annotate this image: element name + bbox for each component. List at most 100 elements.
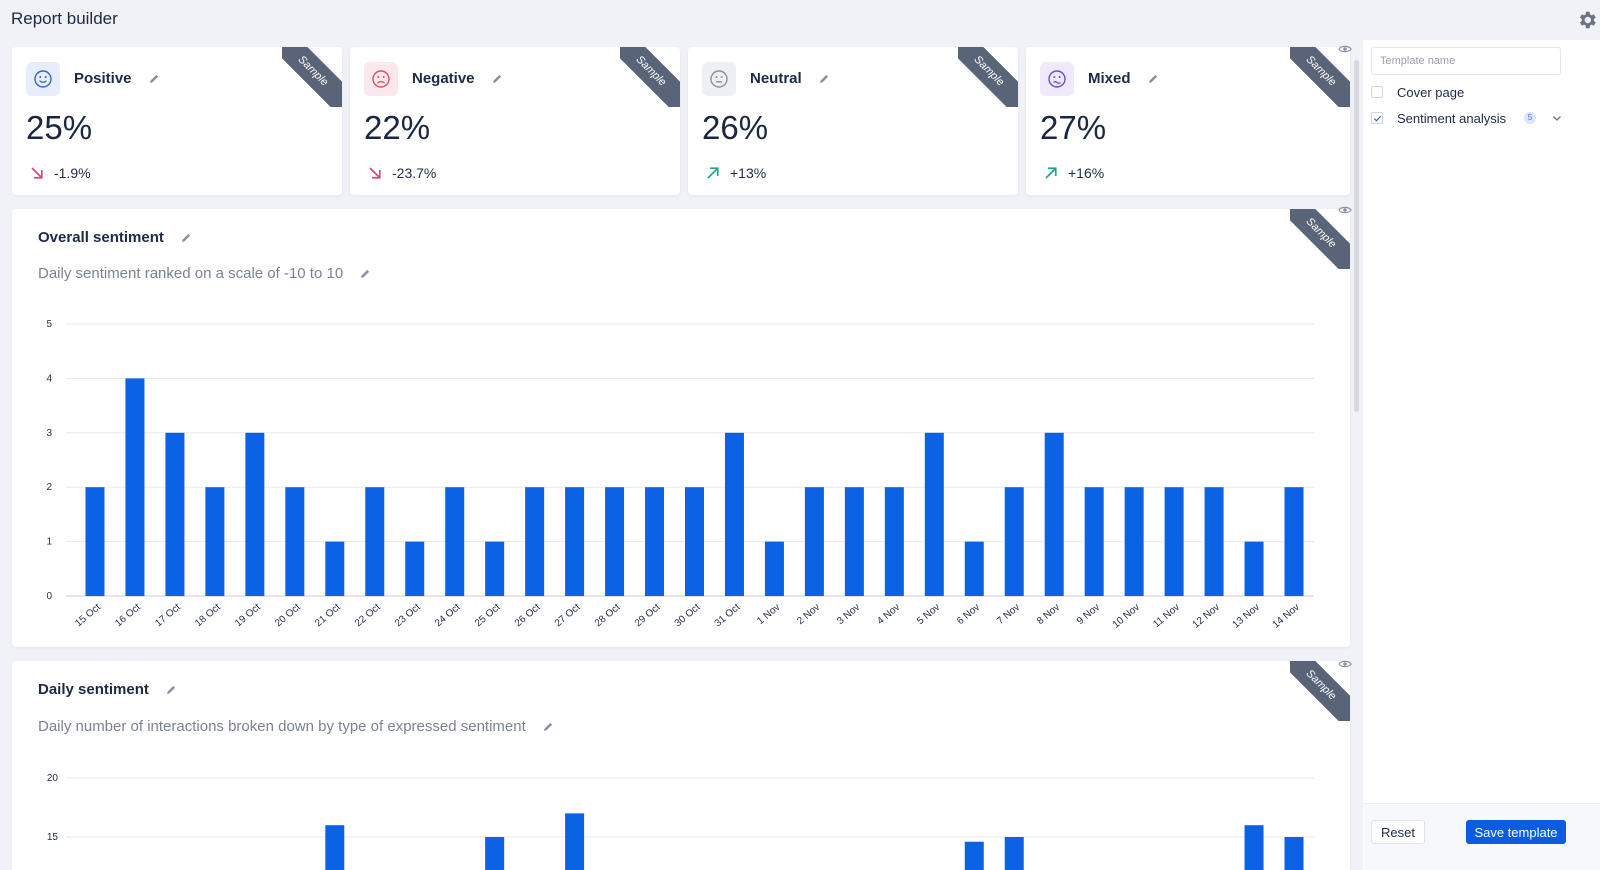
chart-bar [565, 487, 585, 596]
chart-bar [205, 487, 225, 596]
smile-face-icon [34, 70, 52, 88]
chart-bar [964, 541, 984, 596]
eye-icon[interactable] [1338, 44, 1352, 54]
kpi-card-positive[interactable]: Positive 25% -1.9% Sample [12, 47, 342, 195]
x-tick-label: 15 Oct [73, 602, 103, 630]
x-tick-label: 31 Oct [713, 602, 743, 630]
panel-subtitle: Daily number of interactions broken down… [38, 718, 526, 735]
reset-button[interactable]: Reset [1371, 820, 1425, 844]
pencil-icon[interactable] [542, 721, 554, 733]
arrow-down-right-icon [369, 167, 381, 179]
chart-bar [1204, 487, 1224, 596]
app-title: Report builder [11, 9, 118, 28]
sidebar-item-cover-page[interactable]: Cover page [1371, 83, 1464, 101]
kpi-card-negative[interactable]: Negative 22% -23.7% Sample [350, 47, 680, 195]
cover-page-checkbox[interactable] [1371, 86, 1383, 98]
x-tick-label: 19 Oct [233, 602, 263, 630]
arrow-up-right-icon [1045, 167, 1057, 179]
x-tick-label: 28 Oct [593, 602, 623, 630]
kpi-delta: -23.7% [392, 165, 437, 181]
chart-bar [1284, 487, 1304, 596]
chart-bar [485, 541, 505, 596]
chart-bar [325, 825, 345, 870]
chart-bar [1044, 432, 1064, 596]
x-tick-label: 13 Nov [1231, 602, 1262, 631]
trend-down-icon [30, 166, 44, 180]
checkmark-icon [1373, 115, 1381, 122]
kpi-value: 25% [26, 109, 93, 146]
sidebar-footer: Reset Save template [1363, 803, 1600, 870]
sample-ribbon: Sample [1290, 661, 1350, 721]
pencil-icon[interactable] [359, 268, 371, 280]
mixed-face-icon [1040, 62, 1074, 96]
y-tick-label: 1 [46, 537, 52, 548]
x-tick-label: 1 Nov [755, 602, 782, 627]
y-tick-label: 3 [46, 428, 52, 439]
trend-up-icon [1044, 166, 1058, 180]
smile-face-icon [26, 62, 60, 96]
x-tick-label: 3 Nov [835, 602, 862, 627]
chart-bar [884, 487, 904, 596]
pencil-icon[interactable] [818, 73, 830, 85]
chart-bar [405, 541, 425, 596]
save-template-button[interactable]: Save template [1466, 820, 1566, 844]
chart-bar [85, 487, 105, 596]
x-tick-label: 12 Nov [1191, 602, 1222, 631]
pencil-icon[interactable] [180, 232, 192, 244]
x-tick-label: 16 Oct [113, 602, 143, 630]
chart-bar [1084, 487, 1104, 596]
daily-sentiment-panel[interactable]: Daily sentiment Daily number of interact… [12, 661, 1350, 870]
pencil-icon[interactable] [165, 684, 177, 696]
chart-bar [365, 487, 385, 596]
sample-ribbon: Sample [282, 47, 342, 107]
kpi-value: 22% [364, 109, 431, 146]
chart-bar [1244, 825, 1264, 870]
pencil-icon[interactable] [491, 73, 503, 85]
kpi-card-neutral[interactable]: Neutral 26% +13% Sample [688, 47, 1018, 195]
chart-bar [1004, 487, 1024, 596]
x-tick-label: 7 Nov [995, 602, 1022, 627]
pencil-icon[interactable] [1147, 73, 1159, 85]
eye-icon[interactable] [1338, 205, 1352, 215]
x-tick-label: 30 Oct [673, 602, 703, 630]
kpi-delta: -1.9% [54, 165, 91, 181]
x-tick-label: 2 Nov [795, 602, 822, 627]
x-tick-label: 11 Nov [1151, 602, 1182, 630]
sentiment-analysis-checkbox[interactable] [1371, 112, 1383, 124]
chart-bar [724, 432, 744, 596]
sidebar-item-sentiment-analysis[interactable]: Sentiment analysis [1371, 109, 1506, 127]
kpi-delta: +16% [1068, 165, 1105, 181]
kpi-card-mixed[interactable]: Mixed 27% +16% Sample [1026, 47, 1350, 195]
template-name-input[interactable] [1371, 47, 1561, 75]
neutral-face-icon [710, 70, 728, 88]
x-tick-label: 22 Oct [353, 602, 383, 630]
sample-ribbon: Sample [620, 47, 680, 107]
chart-bar [1004, 837, 1024, 870]
chevron-down-icon[interactable] [1552, 113, 1562, 123]
trend-up-icon [706, 166, 720, 180]
panel-title: Overall sentiment [38, 229, 164, 246]
x-tick-label: 10 Nov [1111, 602, 1142, 631]
kpi-label: Mixed [1088, 70, 1131, 87]
chart-bar [525, 487, 545, 596]
section-count-badge: 5 [1524, 112, 1536, 124]
x-tick-label: 29 Oct [633, 602, 663, 630]
chart-bar [565, 813, 585, 870]
panel-title: Daily sentiment [38, 681, 149, 698]
chart-bar [804, 487, 824, 596]
overall-sentiment-panel[interactable]: Overall sentiment Daily sentiment ranked… [12, 209, 1350, 647]
y-tick-label: 4 [46, 373, 52, 384]
eye-icon[interactable] [1338, 659, 1352, 669]
x-tick-label: 25 Oct [473, 602, 503, 630]
chart-bar [1244, 541, 1264, 596]
y-tick-label: 0 [46, 591, 52, 602]
x-tick-label: 14 Nov [1271, 602, 1302, 631]
x-tick-label: 5 Nov [915, 602, 942, 627]
x-tick-label: 18 Oct [193, 602, 223, 630]
gear-icon[interactable] [1576, 9, 1598, 31]
main-scrollbar[interactable] [1354, 60, 1359, 412]
pencil-icon[interactable] [148, 73, 160, 85]
chart-bar [645, 487, 665, 596]
neutral-face-icon [702, 62, 736, 96]
y-tick-label: 2 [46, 482, 52, 493]
